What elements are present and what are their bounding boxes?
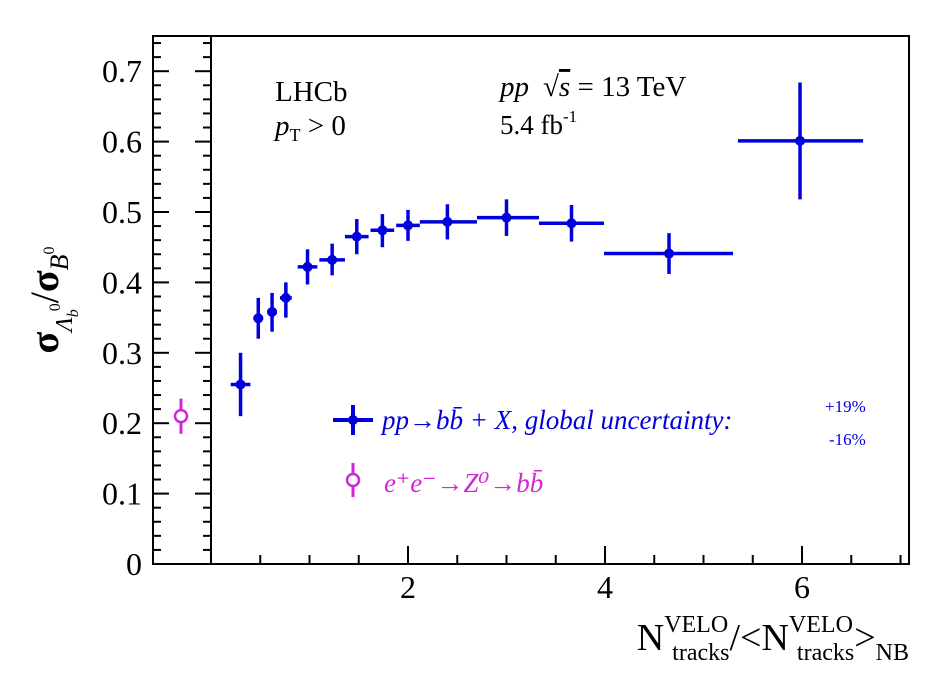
x-label-sub3: NB — [876, 640, 909, 666]
y-tick-label: 0.5 — [102, 194, 142, 230]
data-marker — [501, 212, 512, 223]
energy-pp: pp — [498, 71, 529, 103]
y-tick-label: 0.4 — [102, 264, 142, 300]
legend-label-magenta: e⁺e⁻→Z⁰→bb̄ — [384, 468, 543, 498]
data-marker — [267, 306, 278, 317]
y-tick-label: 0.7 — [102, 53, 142, 89]
data-point — [604, 233, 734, 274]
data-point — [297, 249, 318, 285]
legend-unc-down: -16% — [829, 430, 866, 449]
legend-marker-magenta — [345, 463, 361, 497]
y-label-sigma2: σ — [22, 270, 67, 292]
lumi-sup: -1 — [563, 107, 577, 126]
data-marker — [253, 313, 264, 324]
data-marker — [664, 248, 675, 259]
data-marker — [302, 261, 313, 272]
data-marker — [403, 220, 413, 231]
data-point — [370, 214, 395, 248]
data-marker — [442, 216, 453, 227]
data-point — [173, 398, 189, 434]
series-ee-z-bb — [173, 398, 189, 434]
data-point — [396, 209, 420, 241]
legend-marker-blue — [333, 405, 373, 435]
y-label-b: B — [45, 254, 74, 270]
data-point — [419, 204, 477, 240]
y-tick-label: 0.6 — [102, 124, 142, 160]
energy-sqrt: √ — [543, 71, 559, 103]
energy-s: s — [559, 71, 570, 103]
pt-rest: > 0 — [301, 110, 346, 142]
data-marker — [280, 292, 291, 303]
data-marker — [795, 135, 806, 146]
legend-unc-up: +19% — [825, 397, 866, 416]
pt-p: p — [273, 110, 290, 142]
x-tick-label: 6 — [794, 569, 810, 605]
y-tick-label: 0.2 — [102, 405, 142, 441]
x-label-sup1: VELO — [664, 612, 728, 638]
y-label-lambda-b: b — [65, 309, 82, 317]
y-label-lambda-0: 0 — [47, 303, 64, 311]
x-label-mid: /<N — [729, 617, 788, 659]
y-tick-label: 0.1 — [102, 476, 142, 512]
data-marker — [173, 408, 189, 424]
x-label-sub1: tracks — [672, 640, 729, 666]
data-marker — [377, 225, 388, 236]
legend: pp→bb̄ + X, global uncertainty: +19% -16… — [333, 397, 866, 498]
data-point — [319, 243, 345, 276]
y-axis-ticks: 0 0.1 0.2 0.3 0.4 0.5 0.6 0.7 — [102, 42, 211, 582]
series-pp-bb — [230, 82, 864, 417]
data-marker — [351, 231, 362, 242]
x-label-sup2: VELO — [789, 612, 853, 638]
x-tick-label: 4 — [597, 569, 613, 605]
x-axis-ticks: 2 4 6 — [259, 546, 902, 605]
pt-sub: T — [290, 125, 301, 145]
y-label-sigma1: σ — [22, 332, 67, 354]
x-axis-label: NVELO tracks/<NVELO tracks>NB — [637, 612, 909, 666]
svg-text:σΛb0/σB0: σΛb0/σB0 — [22, 246, 82, 353]
energy-label: pp √s = 13 TeV — [498, 71, 686, 103]
data-point — [737, 82, 864, 200]
y-label-b-0: 0 — [41, 246, 58, 254]
x-label-sub2: tracks — [797, 640, 854, 666]
data-point — [539, 204, 605, 242]
energy-value: = 13 TeV — [570, 71, 686, 103]
data-point — [279, 282, 292, 318]
plot-frame — [152, 35, 910, 565]
lumi-value: 5.4 fb — [500, 110, 563, 140]
pt-cut-label: pT > 0 — [273, 110, 346, 145]
x-label-n1: N — [637, 617, 664, 659]
legend-label-blue: pp→bb̄ + X, global uncertainty: — [380, 405, 732, 435]
data-marker — [327, 254, 338, 265]
x-tick-label: 2 — [400, 569, 416, 605]
data-marker — [235, 379, 246, 390]
data-point — [253, 297, 264, 339]
y-axis-label: σΛb0/σB0 — [22, 246, 82, 353]
y-tick-label: 0 — [126, 546, 142, 582]
data-point — [230, 352, 251, 417]
y-tick-label: 0.3 — [102, 335, 142, 371]
data-point — [267, 292, 278, 332]
data-marker — [566, 218, 577, 229]
experiment-label: LHCb — [275, 76, 348, 108]
data-point — [476, 199, 540, 236]
y-label-slash: / — [22, 291, 67, 303]
x-label-close: > — [854, 617, 875, 659]
lumi-label: 5.4 fb-1 — [500, 107, 577, 140]
y-label-lambda: Λ — [52, 317, 78, 334]
data-point — [344, 219, 369, 255]
